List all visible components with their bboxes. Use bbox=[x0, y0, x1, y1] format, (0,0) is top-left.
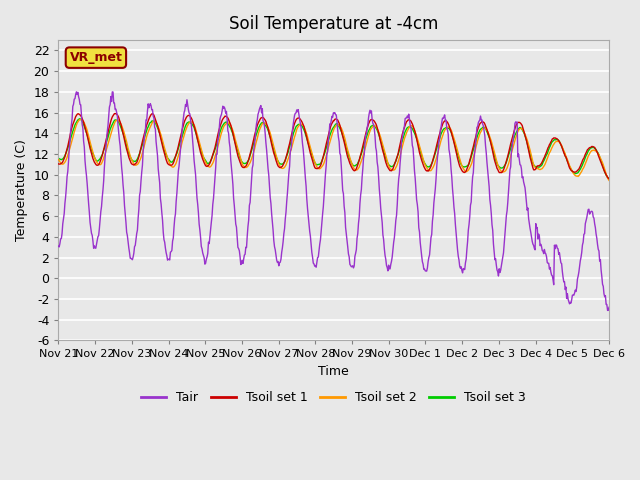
Legend: Tair, Tsoil set 1, Tsoil set 2, Tsoil set 3: Tair, Tsoil set 1, Tsoil set 2, Tsoil se… bbox=[136, 386, 531, 409]
Title: Soil Temperature at -4cm: Soil Temperature at -4cm bbox=[229, 15, 438, 33]
Text: VR_met: VR_met bbox=[70, 51, 122, 64]
Y-axis label: Temperature (C): Temperature (C) bbox=[15, 139, 28, 241]
X-axis label: Time: Time bbox=[318, 365, 349, 378]
